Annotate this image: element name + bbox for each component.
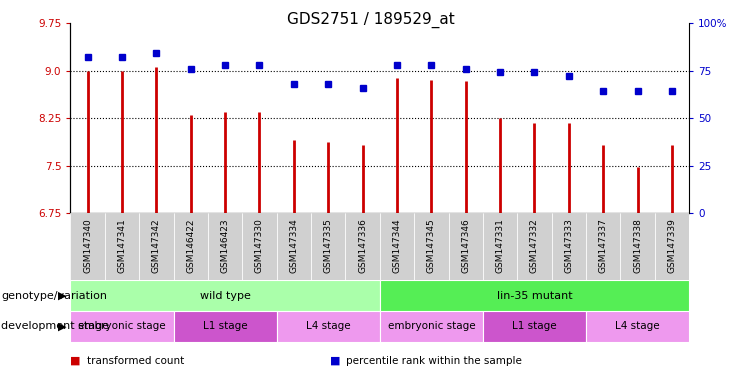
Bar [208,213,242,280]
Text: L4 stage: L4 stage [306,321,350,331]
Bar [173,213,208,280]
Text: GSM146422: GSM146422 [186,218,195,273]
Text: ▶: ▶ [59,321,67,331]
Text: GSM147338: GSM147338 [633,218,642,273]
Text: GSM147344: GSM147344 [393,218,402,273]
Text: GSM147332: GSM147332 [530,218,539,273]
Text: GSM147336: GSM147336 [358,218,367,273]
Text: L1 stage: L1 stage [512,321,556,331]
Bar [70,213,104,280]
Bar [70,311,173,342]
Bar [380,280,689,311]
Bar [139,213,173,280]
Text: genotype/variation: genotype/variation [1,291,107,301]
Text: GDS2751 / 189529_at: GDS2751 / 189529_at [287,12,454,28]
Text: ■: ■ [70,356,81,366]
Bar [414,213,448,280]
Text: GSM147337: GSM147337 [599,218,608,273]
Text: ■: ■ [330,356,340,366]
Text: development stage: development stage [1,321,110,331]
Bar [483,213,517,280]
Bar [448,213,483,280]
Bar [483,311,586,342]
Text: GSM147345: GSM147345 [427,218,436,273]
Text: L1 stage: L1 stage [203,321,247,331]
Text: lin-35 mutant: lin-35 mutant [496,291,572,301]
Bar [551,213,586,280]
Bar [586,311,689,342]
Text: GSM146423: GSM146423 [221,218,230,273]
Text: wild type: wild type [199,291,250,301]
Text: GSM147333: GSM147333 [565,218,574,273]
Text: transformed count: transformed count [87,356,184,366]
Text: GSM147342: GSM147342 [152,218,161,273]
Text: GSM147341: GSM147341 [118,218,127,273]
Text: GSM147346: GSM147346 [461,218,471,273]
Bar [620,213,655,280]
Bar [380,311,483,342]
Bar [345,213,379,280]
Text: L4 stage: L4 stage [615,321,660,331]
Text: percentile rank within the sample: percentile rank within the sample [346,356,522,366]
Bar [70,280,379,311]
Text: GSM147330: GSM147330 [255,218,264,273]
Text: GSM147339: GSM147339 [668,218,677,273]
Text: ▶: ▶ [59,291,67,301]
Text: embryonic stage: embryonic stage [388,321,475,331]
Bar [655,213,689,280]
Text: GSM147340: GSM147340 [83,218,92,273]
Text: embryonic stage: embryonic stage [78,321,166,331]
Text: GSM147335: GSM147335 [324,218,333,273]
Bar [311,213,345,280]
Bar [517,213,551,280]
Bar [104,213,139,280]
Bar [173,311,276,342]
Bar [276,311,379,342]
Bar [276,213,311,280]
Text: GSM147331: GSM147331 [496,218,505,273]
Bar [242,213,276,280]
Text: GSM147334: GSM147334 [289,218,299,273]
Bar [380,213,414,280]
Bar [586,213,620,280]
